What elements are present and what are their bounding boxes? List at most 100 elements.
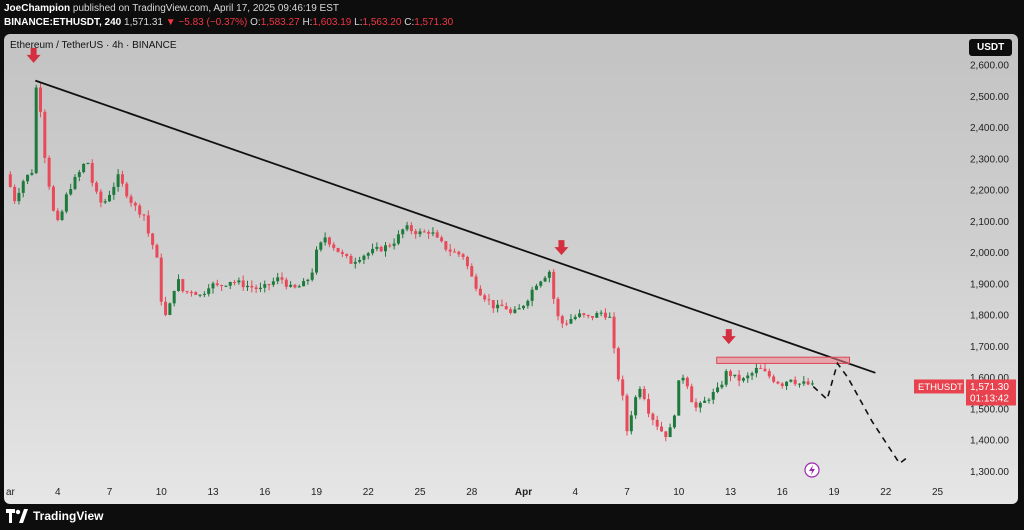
candle-down <box>500 304 504 307</box>
candle-up <box>172 290 176 304</box>
candle-down <box>509 309 513 313</box>
candle-up <box>323 237 327 243</box>
candle-down <box>332 244 336 248</box>
candle-down <box>95 182 99 192</box>
candle-down <box>284 279 288 287</box>
candle-up <box>198 294 202 296</box>
open-label: O: <box>250 17 261 28</box>
symbol-label: BINANCE:ETHUSDT, 240 <box>4 17 122 28</box>
candle-up <box>26 174 30 182</box>
candle-down <box>465 256 469 267</box>
candle-up <box>810 383 814 385</box>
candle-down <box>47 157 51 187</box>
candle-down <box>448 249 452 252</box>
candle-down <box>487 299 491 301</box>
candle-up <box>246 285 249 288</box>
tradingview-brand[interactable]: TradingView <box>6 509 103 523</box>
candle-down <box>560 316 564 324</box>
x-tick-label: 7 <box>107 487 113 498</box>
candle-up <box>271 281 275 285</box>
down-arrow-marker <box>26 47 41 63</box>
candle-up <box>698 402 702 408</box>
candle-up <box>513 309 517 313</box>
candle-down <box>660 426 663 432</box>
y-tick-label: 2,000.00 <box>970 248 1009 259</box>
candle-down <box>556 298 560 317</box>
candle-down <box>612 316 616 349</box>
candle-down <box>685 377 689 387</box>
candle-up <box>353 261 357 264</box>
candle-up <box>677 380 681 416</box>
candle-down <box>664 431 668 438</box>
candle-up <box>703 400 707 403</box>
candle-up <box>371 248 375 254</box>
y-tick-label: 1,500.00 <box>970 404 1009 415</box>
candle-down <box>409 225 413 232</box>
y-tick-label: 2,300.00 <box>970 154 1009 165</box>
candle-up <box>86 162 90 164</box>
candle-down <box>254 287 258 290</box>
candle-down <box>737 374 741 381</box>
candle-down <box>444 241 448 250</box>
candle-down <box>56 210 60 220</box>
chart-panel[interactable]: 1,300.00 1,400.00 1,500.00 1,600.00 1,700.00… <box>4 34 1018 504</box>
candle-up <box>112 186 116 195</box>
candle-down <box>345 253 349 256</box>
candle-up <box>672 415 676 428</box>
candle-up <box>595 313 599 318</box>
candle-down <box>776 381 780 384</box>
candle-down <box>138 205 142 215</box>
author-name[interactable]: JoeChampion <box>4 3 71 14</box>
candle-up <box>310 272 314 280</box>
candle-up <box>237 280 241 283</box>
x-tick-label: 13 <box>207 487 219 498</box>
candle-down <box>478 288 482 296</box>
candle-up <box>375 246 379 249</box>
candle-down <box>427 232 431 234</box>
candle-up <box>258 287 262 290</box>
candle-up <box>73 176 77 189</box>
candle-down <box>453 251 456 253</box>
price-tag-value: 1,571.30 <box>970 382 1009 393</box>
candle-up <box>534 285 538 290</box>
x-tick-label: 4 <box>572 487 578 498</box>
open-value: 1,583.27 <box>260 17 300 28</box>
candle-up <box>116 174 120 187</box>
candle-up <box>177 279 180 291</box>
candle-up <box>720 384 724 388</box>
y-tick-label: 2,600.00 <box>970 61 1009 72</box>
ohlc-line: BINANCE:ETHUSDT, 240 1,571.31 ▼ −5.83 (−… <box>4 17 453 28</box>
x-tick-label: 28 <box>466 487 478 498</box>
candle-down <box>470 266 474 277</box>
candle-down <box>159 257 163 302</box>
candle-down <box>379 246 383 252</box>
candle-up <box>522 305 525 309</box>
candle-up <box>168 303 172 315</box>
candle-up <box>211 283 215 289</box>
candle-down <box>793 379 797 385</box>
candle-up <box>60 211 64 220</box>
candle-up <box>526 300 530 306</box>
candle-down <box>142 214 146 216</box>
candle-down <box>461 254 465 257</box>
x-tick-label: 4 <box>55 487 61 498</box>
candle-down <box>759 367 763 369</box>
currency-button[interactable]: USDT <box>969 39 1013 56</box>
candle-down <box>552 271 556 299</box>
candle-down <box>125 183 129 197</box>
brand-name: TradingView <box>33 509 104 523</box>
candle-up <box>366 253 370 256</box>
candle-down <box>280 277 284 280</box>
candle-down <box>565 323 569 325</box>
y-tick-label: 2,500.00 <box>970 92 1009 103</box>
candle-down <box>504 306 508 310</box>
candle-up <box>634 397 638 416</box>
lightning-icon <box>809 465 815 475</box>
candle-up <box>108 194 111 202</box>
chart-title: Ethereum / TetherUS · 4h · BINANCE <box>10 40 177 51</box>
last-price: 1,571.31 <box>124 17 163 28</box>
candle-down <box>414 231 418 235</box>
candle-down <box>729 371 732 377</box>
price-chart[interactable]: 1,300.00 1,400.00 1,500.00 1,600.00 1,700.00… <box>4 34 1018 504</box>
candle-up <box>578 313 582 317</box>
